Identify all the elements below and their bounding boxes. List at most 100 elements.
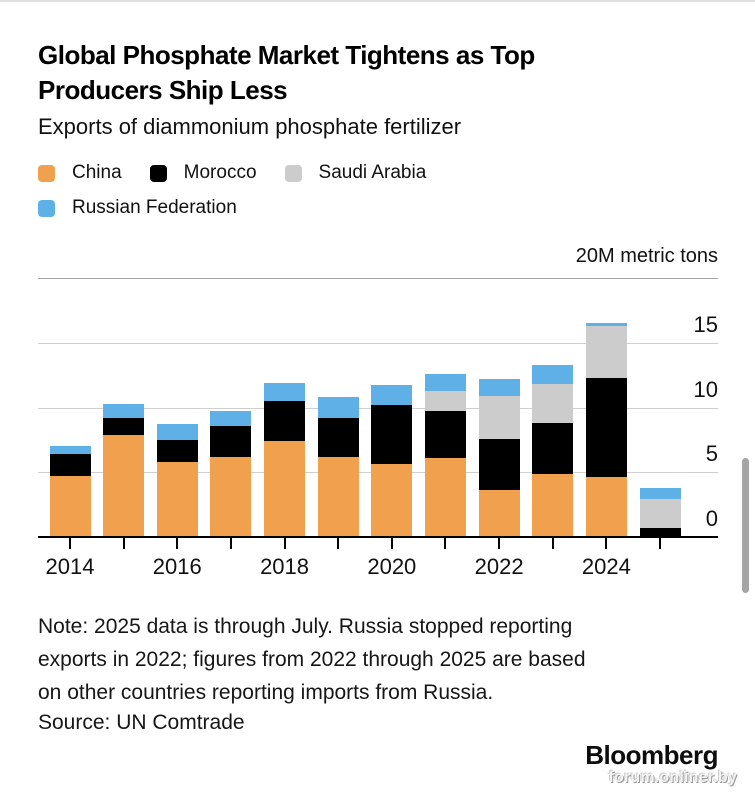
bar-segment-china bbox=[210, 456, 252, 537]
x-axis-tick bbox=[229, 537, 232, 549]
bar-segment-russian-federation bbox=[532, 364, 574, 385]
x-axis-label-2014: 2014 bbox=[45, 554, 95, 579]
chart-title-line1: Global Phosphate Market Tightens as Top bbox=[38, 40, 535, 70]
legend-label: Russian Federation bbox=[72, 197, 237, 218]
y-axis-label-0: 0 bbox=[705, 506, 718, 531]
plot-area: 15 10 5 0 2014 2016 2018 2020 2022 2024 bbox=[38, 278, 718, 579]
bar-segment-saudi-arabia bbox=[532, 384, 574, 424]
bar-segment-china bbox=[585, 477, 627, 537]
chart-title-line2: Producers Ship Less bbox=[38, 75, 288, 105]
legend-swatch-icon bbox=[149, 164, 167, 182]
bar-segment-china bbox=[478, 490, 520, 537]
y-axis-unit-label: 20M metric tons bbox=[575, 245, 718, 267]
x-axis-tick bbox=[390, 537, 393, 549]
bar-segment-morocco bbox=[210, 425, 252, 457]
x-axis-tick bbox=[659, 537, 662, 549]
chart-note: Note: 2025 data is through July. Russia … bbox=[38, 610, 728, 709]
bar-segment-morocco bbox=[49, 454, 91, 477]
bar-segment-china bbox=[103, 434, 145, 537]
bar-segment-china bbox=[264, 441, 306, 537]
y-axis-label-10: 10 bbox=[693, 376, 718, 402]
bar-segment-morocco bbox=[156, 439, 198, 462]
legend-label: Saudi Arabia bbox=[318, 162, 427, 183]
bar-segment-russian-federation bbox=[156, 424, 198, 440]
bar-segment-russian-federation bbox=[210, 411, 252, 426]
bar-segment-china bbox=[424, 457, 466, 537]
bar-2019 bbox=[317, 397, 359, 537]
legend-item: Russian Federation bbox=[38, 197, 237, 219]
scrollbar-thumb[interactable] bbox=[742, 458, 749, 593]
bar-segment-morocco bbox=[317, 417, 359, 457]
bar-2023 bbox=[532, 364, 574, 537]
legend-row-1: China Morocco Saudi Arabia bbox=[38, 162, 718, 184]
chart-legend: China Morocco Saudi Arabia Russian Federat… bbox=[38, 162, 718, 232]
legend-swatch-icon bbox=[284, 164, 302, 182]
x-axis-label-2016: 2016 bbox=[152, 554, 202, 579]
bar-2016 bbox=[156, 424, 198, 537]
x-axis-tick bbox=[122, 537, 125, 549]
bar-segment-russian-federation bbox=[424, 373, 466, 391]
legend-item: Morocco bbox=[149, 162, 257, 184]
bloomberg-logo: Bloomberg bbox=[585, 740, 718, 770]
x-axis-tick bbox=[69, 537, 71, 549]
top-divider bbox=[0, 0, 755, 2]
x-axis-label-2018: 2018 bbox=[260, 554, 310, 579]
bar-segment-morocco bbox=[424, 411, 466, 458]
bar-segment-russian-federation bbox=[478, 379, 520, 396]
note-line: exports in 2022; figures from 2022 throu… bbox=[38, 648, 586, 671]
gridline-20 bbox=[38, 278, 718, 279]
bar-2014 bbox=[49, 445, 91, 537]
bar-segment-russian-federation bbox=[371, 385, 413, 405]
bar-2020 bbox=[371, 385, 413, 537]
legend-swatch-icon bbox=[38, 199, 55, 217]
bar-segment-saudi-arabia bbox=[585, 325, 627, 378]
chart-source: Source: UN Comtrade bbox=[38, 711, 245, 734]
bar-2024 bbox=[585, 323, 627, 537]
x-axis-tick bbox=[551, 537, 554, 549]
chart-subtitle: Exports of diammonium phosphate fertiliz… bbox=[38, 114, 462, 139]
bar-segment-morocco bbox=[371, 404, 413, 465]
bar-segment-morocco bbox=[585, 377, 627, 478]
legend-row-2: Russian Federation bbox=[38, 197, 718, 219]
bar-segment-morocco bbox=[103, 417, 145, 435]
bar-2015 bbox=[103, 403, 145, 537]
bar-2017 bbox=[210, 411, 252, 537]
legend-label: China bbox=[72, 162, 122, 183]
bar-segment-china bbox=[371, 464, 413, 537]
bar-segment-china bbox=[156, 461, 198, 537]
bar-2025 bbox=[639, 487, 681, 537]
bar-segment-morocco bbox=[639, 527, 681, 537]
bar-segment-china bbox=[49, 476, 91, 537]
bar-segment-russian-federation bbox=[317, 397, 359, 418]
x-axis-label-2022: 2022 bbox=[474, 554, 524, 579]
bar-segment-saudi-arabia bbox=[478, 395, 520, 439]
note-line: Note: 2025 data is through July. Russia … bbox=[38, 615, 573, 638]
bar-segment-saudi-arabia bbox=[639, 499, 681, 528]
x-axis-tick bbox=[283, 537, 286, 549]
legend-item: Saudi Arabia bbox=[284, 162, 427, 184]
bar-segment-morocco bbox=[478, 438, 520, 491]
bar-segment-russian-federation bbox=[49, 445, 91, 455]
bar-segment-china bbox=[532, 473, 574, 537]
bar-2021 bbox=[424, 373, 466, 537]
y-axis-label-15: 15 bbox=[693, 311, 718, 337]
bar-segment-russian-federation bbox=[264, 382, 306, 402]
x-axis-label-2020: 2020 bbox=[367, 554, 417, 579]
x-axis-tick bbox=[605, 537, 608, 549]
note-line: on other countries reporting imports fro… bbox=[38, 681, 494, 704]
watermark-text: forum.onliner.by bbox=[608, 769, 737, 786]
legend-swatch-icon bbox=[38, 164, 55, 182]
x-axis-tick bbox=[498, 537, 501, 549]
bar-segment-saudi-arabia bbox=[424, 390, 466, 412]
legend-item: China bbox=[38, 162, 122, 184]
chart-title: Global Phosphate Market Tightens as Top … bbox=[38, 38, 718, 108]
bar-segment-china bbox=[317, 456, 359, 537]
bar-segment-morocco bbox=[532, 423, 574, 474]
x-axis-tick bbox=[444, 537, 447, 549]
bar-2018 bbox=[264, 382, 306, 537]
bar-2022 bbox=[478, 379, 520, 537]
x-axis-tick bbox=[176, 537, 179, 549]
bar-segment-russian-federation bbox=[103, 403, 145, 418]
bar-segment-russian-federation bbox=[585, 323, 627, 326]
